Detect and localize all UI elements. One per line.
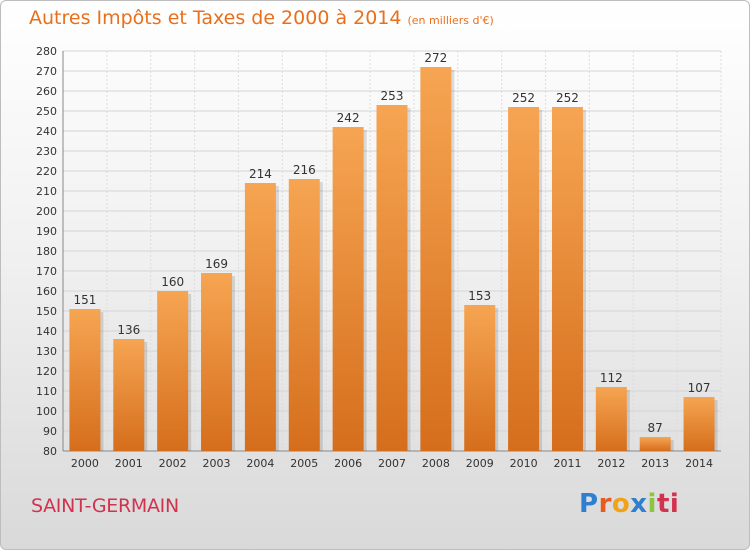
y-tick-label: 280: [36, 45, 57, 58]
y-tick-label: 160: [36, 285, 57, 298]
chart-unit: (en milliers d'€): [407, 14, 494, 27]
data-label: 169: [205, 257, 228, 271]
x-tick-label: 2006: [334, 457, 362, 470]
y-tick-label: 210: [36, 185, 57, 198]
data-label: 252: [556, 91, 579, 105]
x-tick-label: 2012: [597, 457, 625, 470]
bar: [332, 127, 364, 451]
y-tick-label: 240: [36, 125, 57, 138]
data-label: 160: [161, 275, 184, 289]
data-label: 87: [648, 421, 663, 435]
y-tick-label: 180: [36, 245, 57, 258]
y-tick-label: 220: [36, 165, 57, 178]
y-tick-label: 150: [36, 305, 57, 318]
data-label: 216: [293, 163, 316, 177]
bar: [420, 67, 452, 451]
x-tick-label: 2009: [466, 457, 494, 470]
x-tick-label: 2011: [553, 457, 581, 470]
y-tick-label: 130: [36, 345, 57, 358]
y-tick-label: 90: [43, 425, 57, 438]
x-tick-label: 2000: [71, 457, 99, 470]
bar: [595, 387, 627, 451]
proxiti-logo: Proxiti: [579, 489, 680, 519]
y-tick-label: 260: [36, 85, 57, 98]
bar: [201, 273, 233, 451]
data-label: 242: [337, 111, 360, 125]
place-name: SAINT-GERMAIN: [31, 495, 179, 517]
bar: [376, 105, 408, 451]
chart-title-text: Autres Impôts et Taxes de 2000 à 2014: [29, 7, 402, 29]
y-tick-label: 190: [36, 225, 57, 238]
x-tick-label: 2004: [246, 457, 274, 470]
x-tick-label: 2002: [159, 457, 187, 470]
bar: [157, 291, 189, 451]
y-tick-label: 270: [36, 65, 57, 78]
x-tick-label: 2010: [510, 457, 538, 470]
x-tick-label: 2014: [685, 457, 713, 470]
y-tick-label: 80: [43, 445, 57, 458]
y-tick-label: 100: [36, 405, 57, 418]
data-label: 272: [424, 51, 447, 65]
y-tick-label: 170: [36, 265, 57, 278]
y-tick-label: 110: [36, 385, 57, 398]
bar: [683, 397, 715, 451]
y-tick-label: 120: [36, 365, 57, 378]
y-tick-label: 230: [36, 145, 57, 158]
data-label: 253: [381, 89, 404, 103]
label-layer: 151 2000 136 2001 160 2002 169 2003 214 2004 216 20…: [71, 51, 713, 470]
x-tick-label: 2008: [422, 457, 450, 470]
chart-title: Autres Impôts et Taxes de 2000 à 2014 (en…: [29, 7, 494, 29]
bar: [113, 339, 145, 451]
bar: [639, 437, 671, 451]
bar: [244, 183, 276, 451]
data-label: 151: [73, 293, 96, 307]
data-label: 136: [117, 323, 140, 337]
x-tick-label: 2013: [641, 457, 669, 470]
bar: [464, 305, 496, 451]
data-label: 107: [688, 381, 711, 395]
y-tick-label: 140: [36, 325, 57, 338]
bar: [288, 179, 320, 451]
data-label: 214: [249, 167, 272, 181]
data-label: 252: [512, 91, 535, 105]
data-label: 112: [600, 371, 623, 385]
bar: [508, 107, 540, 451]
x-tick-label: 2001: [115, 457, 143, 470]
x-tick-label: 2003: [203, 457, 231, 470]
y-tick-label: 250: [36, 105, 57, 118]
x-tick-label: 2005: [290, 457, 318, 470]
bar: [69, 309, 101, 451]
bar: [551, 107, 583, 451]
bar-layer: [69, 67, 718, 451]
data-label: 153: [468, 289, 491, 303]
y-tick-label: 200: [36, 205, 57, 218]
x-tick-label: 2007: [378, 457, 406, 470]
